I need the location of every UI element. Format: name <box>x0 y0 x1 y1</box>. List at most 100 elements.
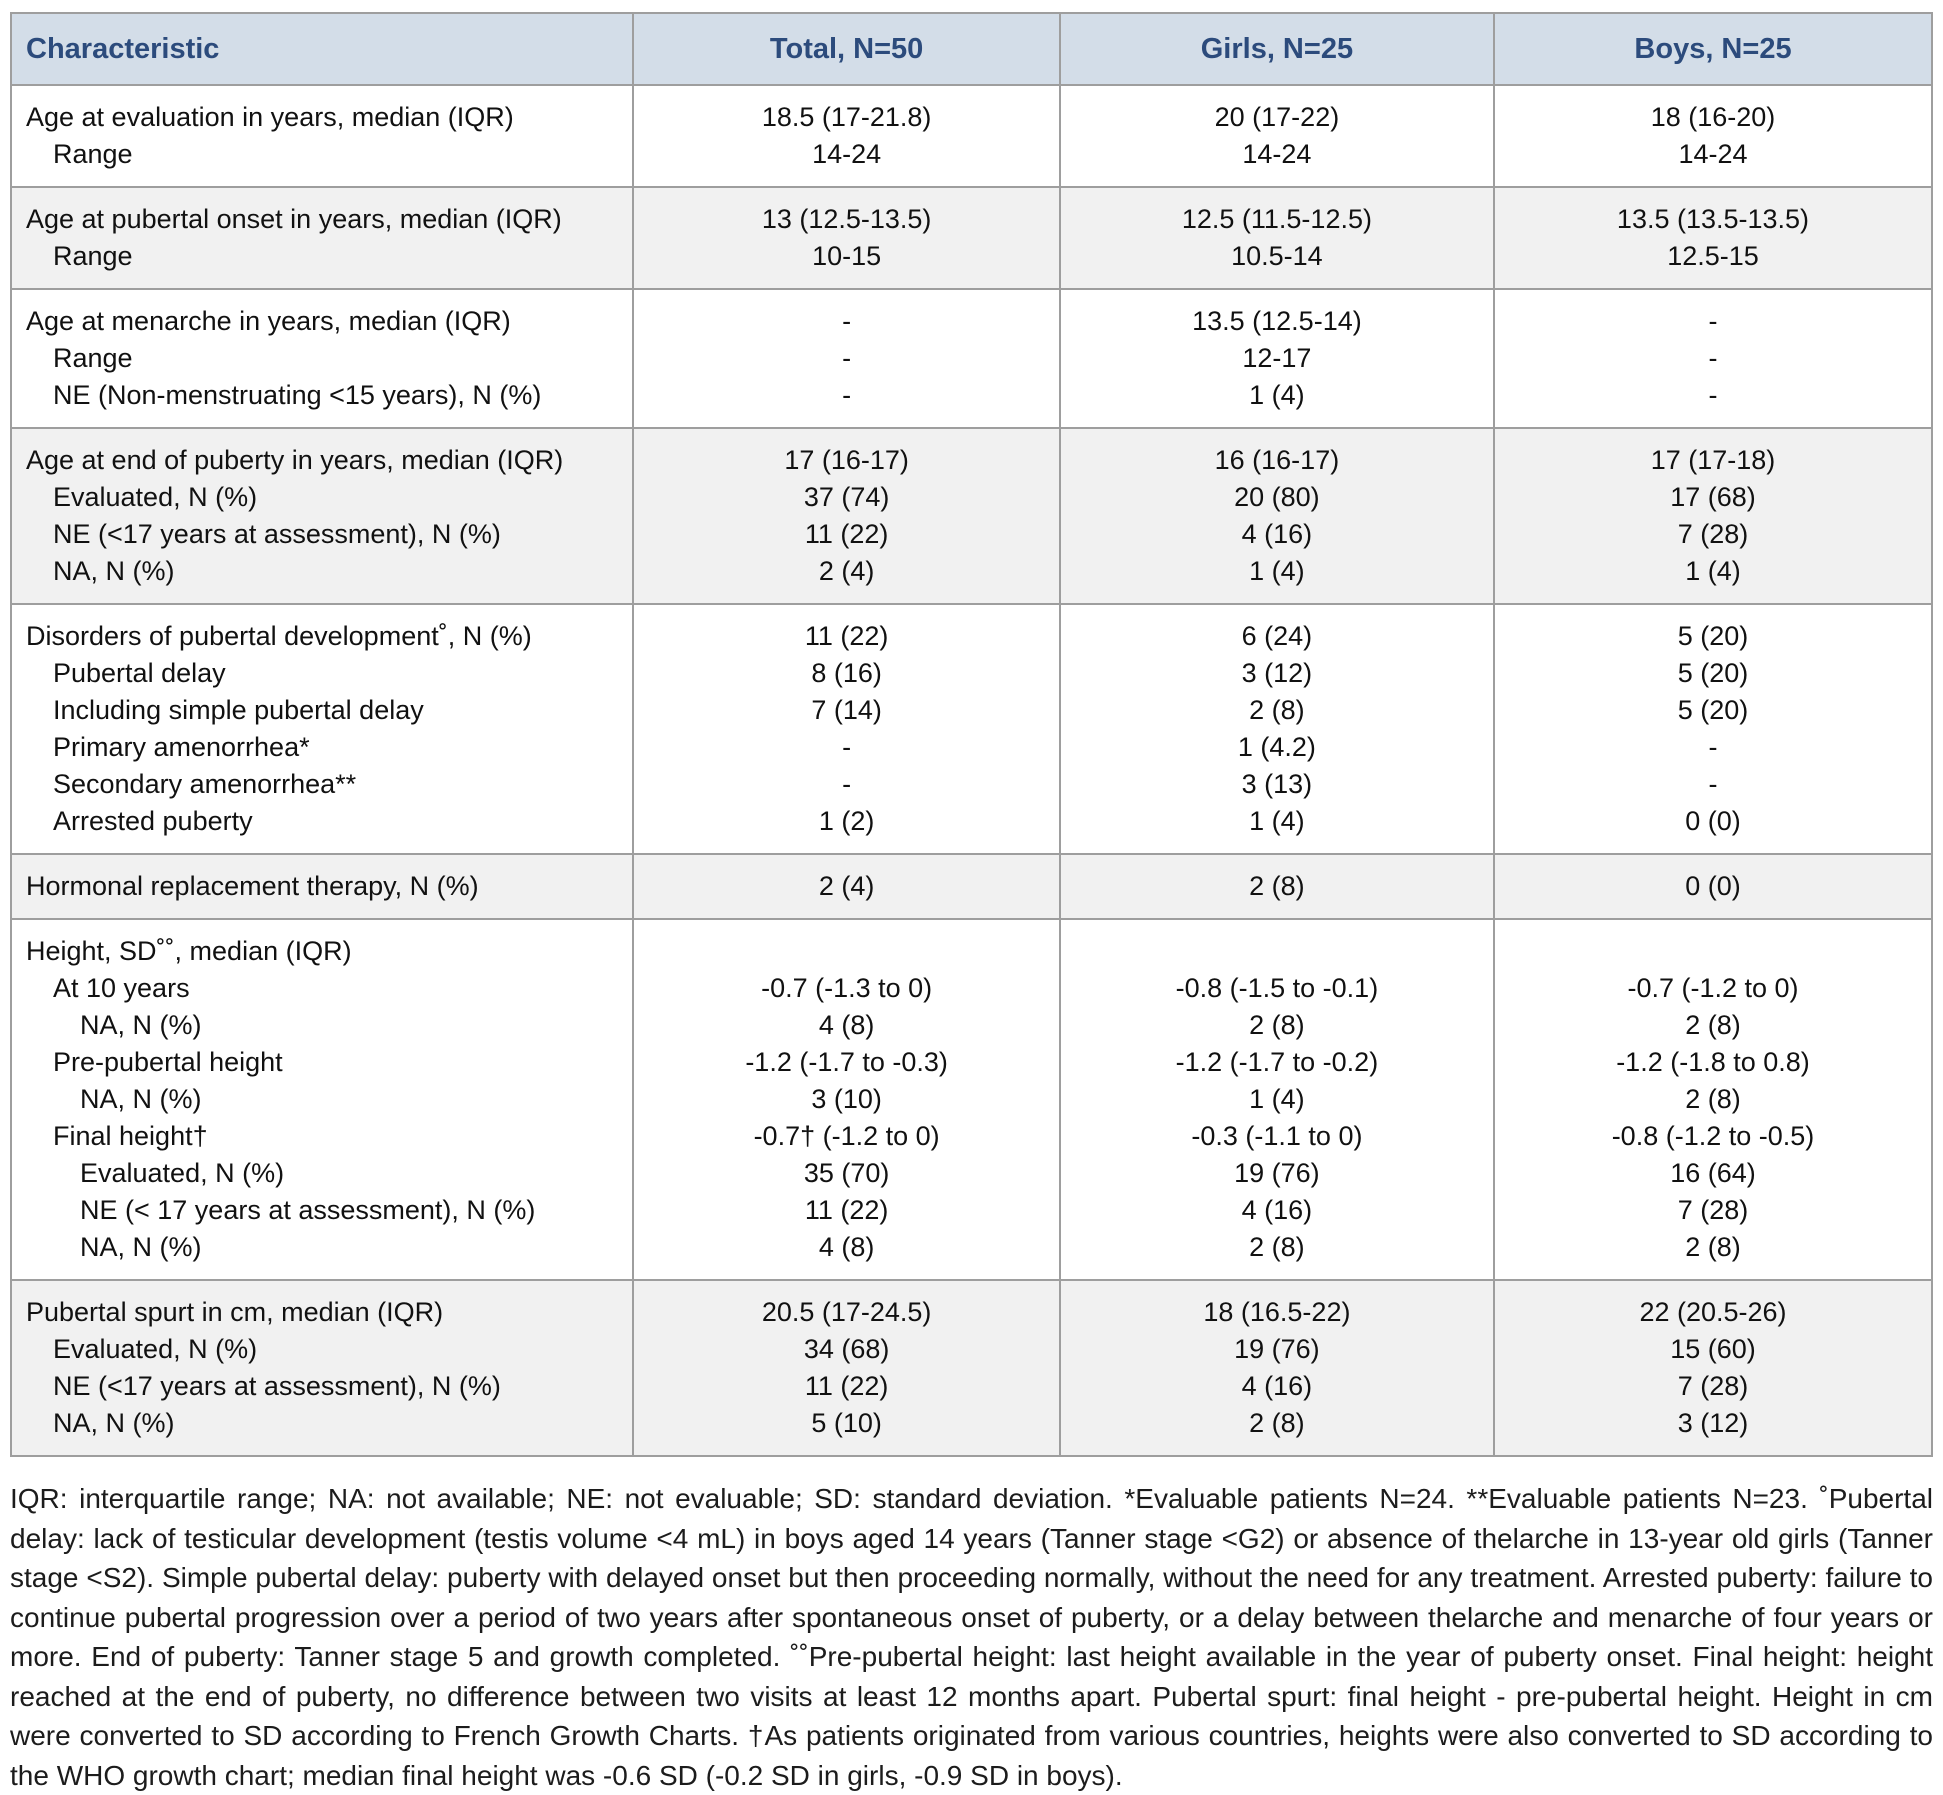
total-value-line: 5 (10) <box>811 1408 882 1438</box>
total-value-line: 2 (4) <box>818 556 875 586</box>
characteristic-cell: Age at end of puberty in years, median (… <box>9 427 635 605</box>
characteristic-line: NA, N (%) <box>80 1084 202 1114</box>
girls-value-line: 13.5 (12.5-14) <box>1192 306 1362 336</box>
boys-value-line: 15 (60) <box>1670 1334 1756 1364</box>
girls-cell: 2 (8) <box>1058 853 1495 920</box>
characteristic-line: Evaluated, N (%) <box>53 1334 258 1364</box>
table-row-group: Pubertal spurt in cm, median (IQR) Evalua… <box>9 1279 1934 1457</box>
total-value-line: 11 (22) <box>804 621 889 651</box>
characteristics-table: Characteristic Total, N=50 Girls, N=25 B… <box>9 12 1934 1457</box>
total-value-line: - <box>842 380 852 410</box>
girls-value-line: 10.5-14 <box>1231 241 1323 271</box>
characteristic-line: Final height† <box>53 1121 208 1151</box>
girls-value-line: 12-17 <box>1242 343 1312 373</box>
total-cell: - - - <box>632 288 1061 429</box>
boys-value-line: 7 (28) <box>1677 519 1749 549</box>
girls-value-line: 2 (8) <box>1249 695 1305 725</box>
characteristic-line: Range <box>53 343 133 373</box>
girls-value-line: 19 (76) <box>1234 1334 1320 1364</box>
girls-value-line: 20 (80) <box>1234 482 1320 512</box>
characteristic-line: NA, N (%) <box>53 556 175 586</box>
total-value-line: 13 (12.5-13.5) <box>761 204 932 234</box>
girls-value-line: 18 (16.5-22) <box>1203 1297 1351 1327</box>
total-value-line: 11 (22) <box>804 1195 889 1225</box>
table-row-group: Age at menarche in years, median (IQR) Ra… <box>9 288 1934 429</box>
girls-value-line: 4 (16) <box>1241 519 1313 549</box>
boys-value-line: - <box>1708 732 1718 762</box>
characteristic-line: Including simple pubertal delay <box>53 695 424 725</box>
characteristic-line: NE (<17 years at assessment), N (%) <box>53 519 501 549</box>
girls-value-line: 4 (16) <box>1241 1195 1313 1225</box>
girls-value-line: 1 (4) <box>1249 806 1305 836</box>
boys-cell: -0.7 (-1.2 to 0) 2 (8) -1.2 (-1.8 to 0.8) 2… <box>1492 918 1934 1281</box>
boys-value-line: 18 (16-20) <box>1650 102 1776 132</box>
total-value-line: - <box>842 343 852 373</box>
boys-value-line: 16 (64) <box>1670 1158 1756 1188</box>
characteristic-line: Evaluated, N (%) <box>53 482 258 512</box>
table-footnote: IQR: interquartile range; NA: not availa… <box>10 1483 1933 1791</box>
total-value-line: 18.5 (17-21.8) <box>761 102 932 132</box>
boys-value-line: 0 (0) <box>1685 806 1741 836</box>
table-row-group: Age at pubertal onset in years, median (… <box>9 186 1934 290</box>
boys-value-line: 2 (8) <box>1685 1084 1741 1114</box>
characteristic-line: Age at evaluation in years, median (IQR) <box>26 102 514 132</box>
characteristic-line: NE (< 17 years at assessment), N (%) <box>80 1195 536 1225</box>
total-value-line: -0.7† (-1.2 to 0) <box>753 1121 940 1151</box>
total-cell: -0.7 (-1.3 to 0) 4 (8) -1.2 (-1.7 to -0.3)… <box>632 918 1061 1281</box>
characteristic-line: Evaluated, N (%) <box>80 1158 285 1188</box>
column-header-boys: Boys, N=25 <box>1492 12 1934 86</box>
total-cell: 18.5 (17-21.8) 14-24 <box>632 84 1061 188</box>
table-row-group: Age at end of puberty in years, median (… <box>9 427 1934 605</box>
boys-value-line: 14-24 <box>1678 139 1748 169</box>
table-row-group: Hormonal replacement therapy, N (%) 2 (4)… <box>9 853 1934 920</box>
total-value-line: 34 (68) <box>803 1334 890 1364</box>
boys-value-line: - <box>1708 380 1718 410</box>
girls-value-line: 2 (8) <box>1249 1408 1305 1438</box>
boys-value-line: -0.8 (-1.2 to -0.5) <box>1611 1121 1815 1151</box>
total-cell: 20.5 (17-24.5) 34 (68) 11 (22) 5 (10) <box>632 1279 1061 1457</box>
boys-value-line: 7 (28) <box>1677 1195 1749 1225</box>
characteristic-line: Secondary amenorrhea** <box>53 769 357 799</box>
girls-value-line: 1 (4) <box>1249 1084 1305 1114</box>
boys-value-line <box>1505 933 1921 970</box>
girls-value-line: 6 (24) <box>1241 621 1313 651</box>
boys-value-line: 17 (68) <box>1670 482 1756 512</box>
boys-cell: 22 (20.5-26) 15 (60) 7 (28) 3 (12) <box>1492 1279 1934 1457</box>
total-value-line: -0.7 (-1.3 to 0) <box>761 973 933 1003</box>
total-value-line: - <box>842 769 852 799</box>
characteristic-line: Pre-pubertal height <box>53 1047 283 1077</box>
girls-value-line: 2 (8) <box>1249 1010 1305 1040</box>
boys-value-line: 5 (20) <box>1677 658 1749 688</box>
characteristic-line: Disorders of pubertal development˚, N (%… <box>26 621 532 651</box>
characteristic-line: NE (Non-menstruating <15 years), N (%) <box>53 380 542 410</box>
girls-value-line: 16 (16-17) <box>1214 445 1340 475</box>
boys-value-line: 3 (12) <box>1677 1408 1749 1438</box>
total-value-line: - <box>842 306 852 336</box>
girls-cell: 16 (16-17) 20 (80) 4 (16) 1 (4) <box>1058 427 1495 605</box>
girls-cell: 13.5 (12.5-14) 12-17 1 (4) <box>1058 288 1495 429</box>
girls-value-line: 19 (76) <box>1234 1158 1320 1188</box>
total-value-line: 20.5 (17-24.5) <box>761 1297 932 1327</box>
characteristic-line: Range <box>53 241 133 271</box>
column-header-characteristic: Characteristic <box>9 12 635 86</box>
girls-value-line: -0.8 (-1.5 to -0.1) <box>1175 973 1379 1003</box>
characteristic-line: Primary amenorrhea* <box>53 732 310 762</box>
girls-value-line: 20 (17-22) <box>1214 102 1340 132</box>
characteristic-cell: Hormonal replacement therapy, N (%) <box>9 853 635 920</box>
girls-cell: 6 (24) 3 (12) 2 (8) 1 (4.2) 3 (13) 1 (4) <box>1058 603 1495 855</box>
total-cell: 13 (12.5-13.5) 10-15 <box>632 186 1061 290</box>
girls-value-line: 12.5 (11.5-12.5) <box>1181 204 1372 234</box>
boys-value-line: 2 (8) <box>1685 1010 1741 1040</box>
boys-cell: 18 (16-20) 14-24 <box>1492 84 1934 188</box>
table-row-group: Height, SD˚˚, median (IQR) At 10 years NA,… <box>9 918 1934 1281</box>
total-value-line: 4 (8) <box>818 1232 875 1262</box>
header-row: Characteristic Total, N=50 Girls, N=25 B… <box>9 12 1934 86</box>
boys-cell: 5 (20) 5 (20) 5 (20) - - 0 (0) <box>1492 603 1934 855</box>
characteristic-line: NE (<17 years at assessment), N (%) <box>53 1371 501 1401</box>
characteristic-cell: Age at menarche in years, median (IQR) Ra… <box>9 288 635 429</box>
total-value-line: 4 (8) <box>818 1010 875 1040</box>
boys-value-line: 0 (0) <box>1685 871 1741 901</box>
characteristic-line: At 10 years <box>53 973 190 1003</box>
characteristic-line: Hormonal replacement therapy, N (%) <box>26 871 479 901</box>
characteristic-cell: Age at evaluation in years, median (IQR)… <box>9 84 635 188</box>
